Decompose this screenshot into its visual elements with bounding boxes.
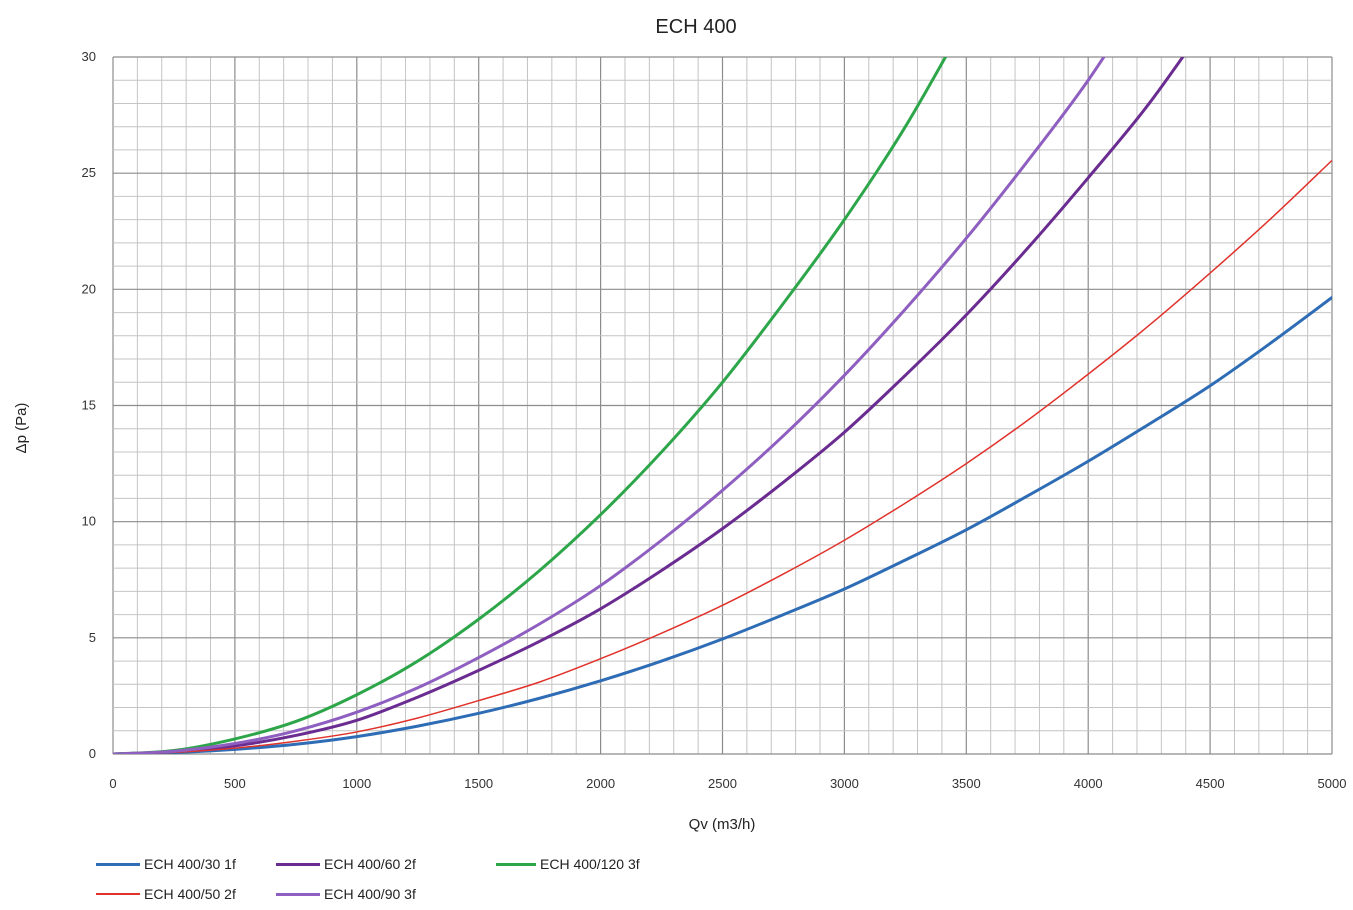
legend-label: ECH 400/50 2f — [144, 886, 236, 902]
x-tick-label: 2500 — [708, 776, 737, 791]
x-tick-label: 4000 — [1074, 776, 1103, 791]
x-tick-label: 4500 — [1196, 776, 1225, 791]
legend-item: ECH 400/120 3f — [496, 856, 640, 872]
series-line-2 — [113, 57, 1185, 754]
x-tick-label: 1000 — [342, 776, 371, 791]
series-lines — [113, 57, 1332, 754]
legend-swatch — [276, 862, 320, 866]
legend-swatch — [496, 862, 536, 866]
y-tick-label: 15 — [82, 398, 96, 413]
series-line-1 — [113, 295, 1332, 754]
legend-label: ECH 400/120 3f — [540, 856, 640, 872]
legend-swatch — [96, 862, 140, 866]
x-axis-label: Qv (m3/h) — [689, 816, 756, 833]
legend-swatch — [276, 892, 320, 896]
legend-label: ECH 400/30 1f — [144, 856, 236, 872]
y-tick-labels: 0 5 10 15 20 25 30 — [82, 49, 96, 761]
x-tick-label: 0 — [109, 776, 116, 791]
y-tick-label: 20 — [82, 281, 96, 296]
legend-item: ECH 400/50 2f — [96, 886, 236, 902]
x-tick-label: 500 — [224, 776, 246, 791]
legend-item: ECH 400/90 3f — [276, 886, 416, 902]
series-line-4 — [113, 159, 1332, 754]
legend-item: ECH 400/30 1f — [96, 856, 236, 872]
grid — [112, 56, 1333, 755]
series-line-5 — [113, 57, 1106, 754]
y-tick-label: 0 — [89, 746, 96, 761]
legend-item: ECH 400/60 2f — [276, 856, 416, 872]
series-line-3 — [113, 57, 948, 754]
legend-label: ECH 400/90 3f — [324, 886, 416, 902]
y-tick-label: 10 — [82, 514, 96, 529]
y-axis-label: Δp (Pa) — [13, 403, 30, 454]
y-tick-label: 30 — [82, 49, 96, 64]
x-tick-label: 5000 — [1318, 776, 1347, 791]
x-tick-label: 2000 — [586, 776, 615, 791]
legend-label: ECH 400/60 2f — [324, 856, 416, 872]
y-tick-label: 5 — [89, 630, 96, 645]
x-tick-label: 3500 — [952, 776, 981, 791]
y-tick-label: 25 — [82, 165, 96, 180]
legend-swatch — [96, 893, 140, 895]
chart-title: ECH 400 — [655, 16, 736, 38]
x-tick-label: 3000 — [830, 776, 859, 791]
x-tick-labels: 0 500 1000 1500 2000 2500 3000 3500 4000 4500 5000 — [109, 776, 1346, 791]
x-tick-label: 1500 — [464, 776, 493, 791]
